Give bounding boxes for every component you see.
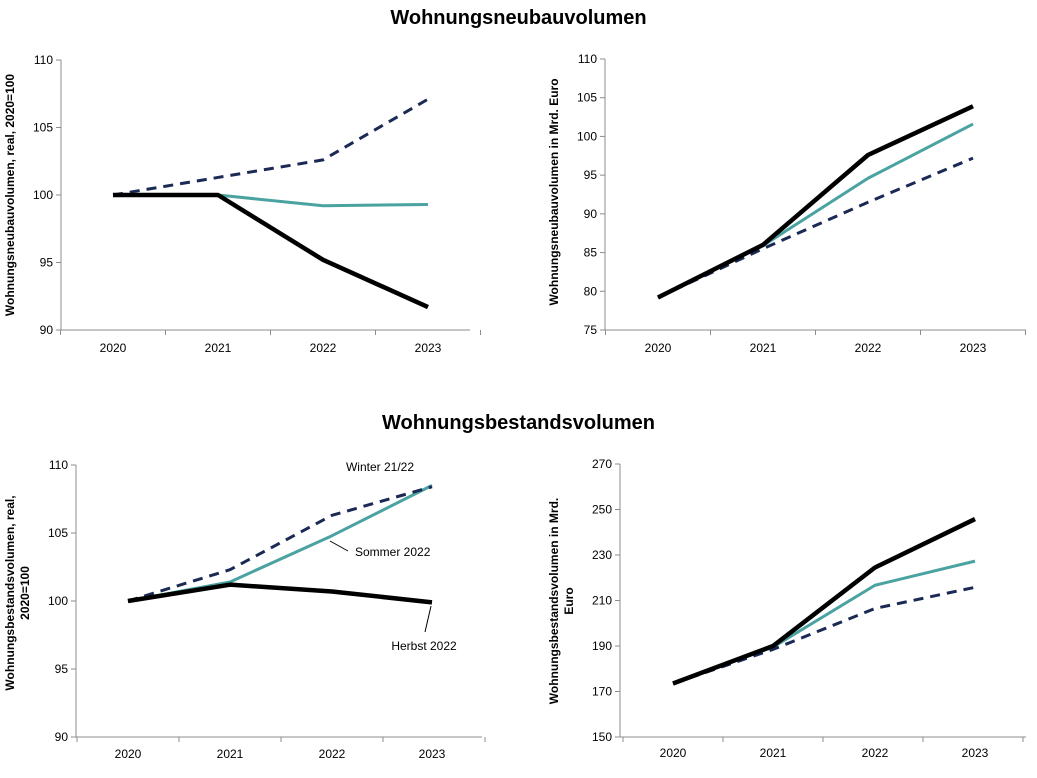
x-tick-label: 2022 bbox=[310, 341, 337, 355]
y-axis-label: Wohnungsbestandsvolumen, real,2020=100 bbox=[3, 495, 32, 690]
x-tick-label: 2023 bbox=[960, 341, 987, 355]
annotation-herbst: Herbst 2022 bbox=[391, 639, 457, 653]
y-tick-label: 95 bbox=[584, 168, 598, 182]
x-tick-label: 2021 bbox=[750, 341, 777, 355]
section-title-neubau: Wohnungsneubauvolumen bbox=[390, 7, 647, 29]
y-tick-label: 270 bbox=[592, 457, 612, 471]
series-line-winter bbox=[657, 156, 974, 299]
y-tick-label: 95 bbox=[40, 256, 54, 270]
annotation-winter: Winter 21/22 bbox=[346, 460, 414, 474]
y-tick-label: 75 bbox=[584, 323, 598, 337]
y-tick-label: 190 bbox=[592, 639, 612, 653]
y-tick-label: 95 bbox=[55, 662, 69, 676]
y-tick-label: 100 bbox=[577, 129, 597, 143]
x-tick-label: 2020 bbox=[100, 341, 127, 355]
y-tick-label: 105 bbox=[48, 526, 68, 540]
x-tick-label: 2022 bbox=[862, 746, 889, 760]
y-tick-label: 230 bbox=[592, 548, 612, 562]
y-tick-label: 110 bbox=[578, 52, 597, 66]
annotation-sommer: Sommer 2022 bbox=[355, 545, 431, 559]
annotation-leader-sommer bbox=[329, 540, 349, 552]
series-line-herbst bbox=[113, 192, 429, 310]
y-tick-label: 85 bbox=[584, 246, 598, 260]
series-line-sommer bbox=[127, 484, 433, 603]
y-tick-label: 100 bbox=[48, 594, 68, 608]
y-tick-label: 80 bbox=[584, 284, 598, 298]
y-tick-label: 110 bbox=[34, 53, 53, 67]
x-tick-label: 2020 bbox=[645, 341, 672, 355]
y-tick-label: 100 bbox=[33, 188, 53, 202]
y-tick-label: 105 bbox=[577, 91, 597, 105]
y-tick-label: 250 bbox=[592, 503, 612, 517]
x-tick-label: 2020 bbox=[115, 747, 142, 761]
series-line-winter bbox=[112, 97, 429, 197]
series-line-winter bbox=[672, 585, 976, 685]
y-tick-label: 210 bbox=[592, 594, 612, 608]
annotation-leader-herbst bbox=[424, 605, 432, 633]
y-tick-label: 90 bbox=[40, 323, 54, 337]
x-tick-label: 2022 bbox=[855, 341, 882, 355]
y-axis-label: Wohnungsneubauvolumen in Mrd. Euro bbox=[547, 78, 561, 305]
series-line-winter bbox=[127, 485, 433, 603]
x-tick-label: 2021 bbox=[217, 747, 244, 761]
y-tick-label: 110 bbox=[49, 458, 68, 472]
series-line-herbst bbox=[127, 582, 433, 605]
x-tick-label: 2022 bbox=[319, 747, 346, 761]
x-tick-label: 2021 bbox=[205, 341, 232, 355]
y-tick-label: 150 bbox=[592, 730, 612, 744]
y-axis-label: Wohnungsneubauvolumen, real, 2020=100 bbox=[3, 74, 17, 317]
x-tick-label: 2023 bbox=[419, 747, 446, 761]
x-tick-label: 2020 bbox=[660, 746, 687, 760]
y-tick-label: 90 bbox=[584, 207, 598, 221]
series-line-herbst bbox=[672, 517, 976, 686]
series-line-herbst bbox=[656, 104, 974, 300]
x-tick-label: 2021 bbox=[760, 746, 787, 760]
y-tick-label: 105 bbox=[33, 121, 53, 135]
y-tick-label: 170 bbox=[592, 685, 612, 699]
x-tick-label: 2023 bbox=[962, 746, 989, 760]
y-axis-label: Wohnungsbestandsvolumen in Mrd.Euro bbox=[547, 498, 576, 704]
section-title-bestand: Wohnungsbestandsvolumen bbox=[382, 412, 655, 434]
x-tick-label: 2023 bbox=[415, 341, 442, 355]
y-tick-label: 90 bbox=[55, 730, 69, 744]
